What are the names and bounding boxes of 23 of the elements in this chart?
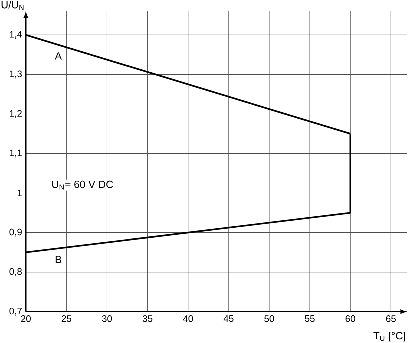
x-tick-label: 25 xyxy=(62,316,72,322)
y-axis-title: U/U$_{N}$ xyxy=(2,1,24,10)
x-axis-title: T$_{U}$ [°C] xyxy=(374,332,406,342)
series-label: B xyxy=(56,256,62,264)
series-label: A xyxy=(55,52,62,60)
y-tick-label: 1,3 xyxy=(10,70,22,79)
x-tick-label: 55 xyxy=(305,316,315,322)
x-tick-label: 30 xyxy=(102,316,112,322)
x-tick-label: 20 xyxy=(21,316,31,322)
x-tick-label: 40 xyxy=(183,316,194,322)
x-tick-label: 50 xyxy=(264,316,274,322)
y-tick-label: 1,4 xyxy=(10,31,22,40)
y-tick-label: 0,8 xyxy=(10,268,22,276)
y-tick-label: 0,9 xyxy=(10,229,22,237)
x-tick-label: 35 xyxy=(142,316,153,322)
x-tick-label: 60 xyxy=(346,316,356,322)
y-tick-label: 1,2 xyxy=(10,110,22,118)
annotation: U$_{N}$= 60 V DC xyxy=(52,181,114,190)
x-tick-label: 65 xyxy=(386,316,396,322)
y-tick-label: 1,1 xyxy=(10,150,22,158)
y-tick-label: 0,7 xyxy=(10,308,22,316)
y-tick-label: 1 xyxy=(18,190,22,197)
x-tick-label: 45 xyxy=(224,316,234,322)
